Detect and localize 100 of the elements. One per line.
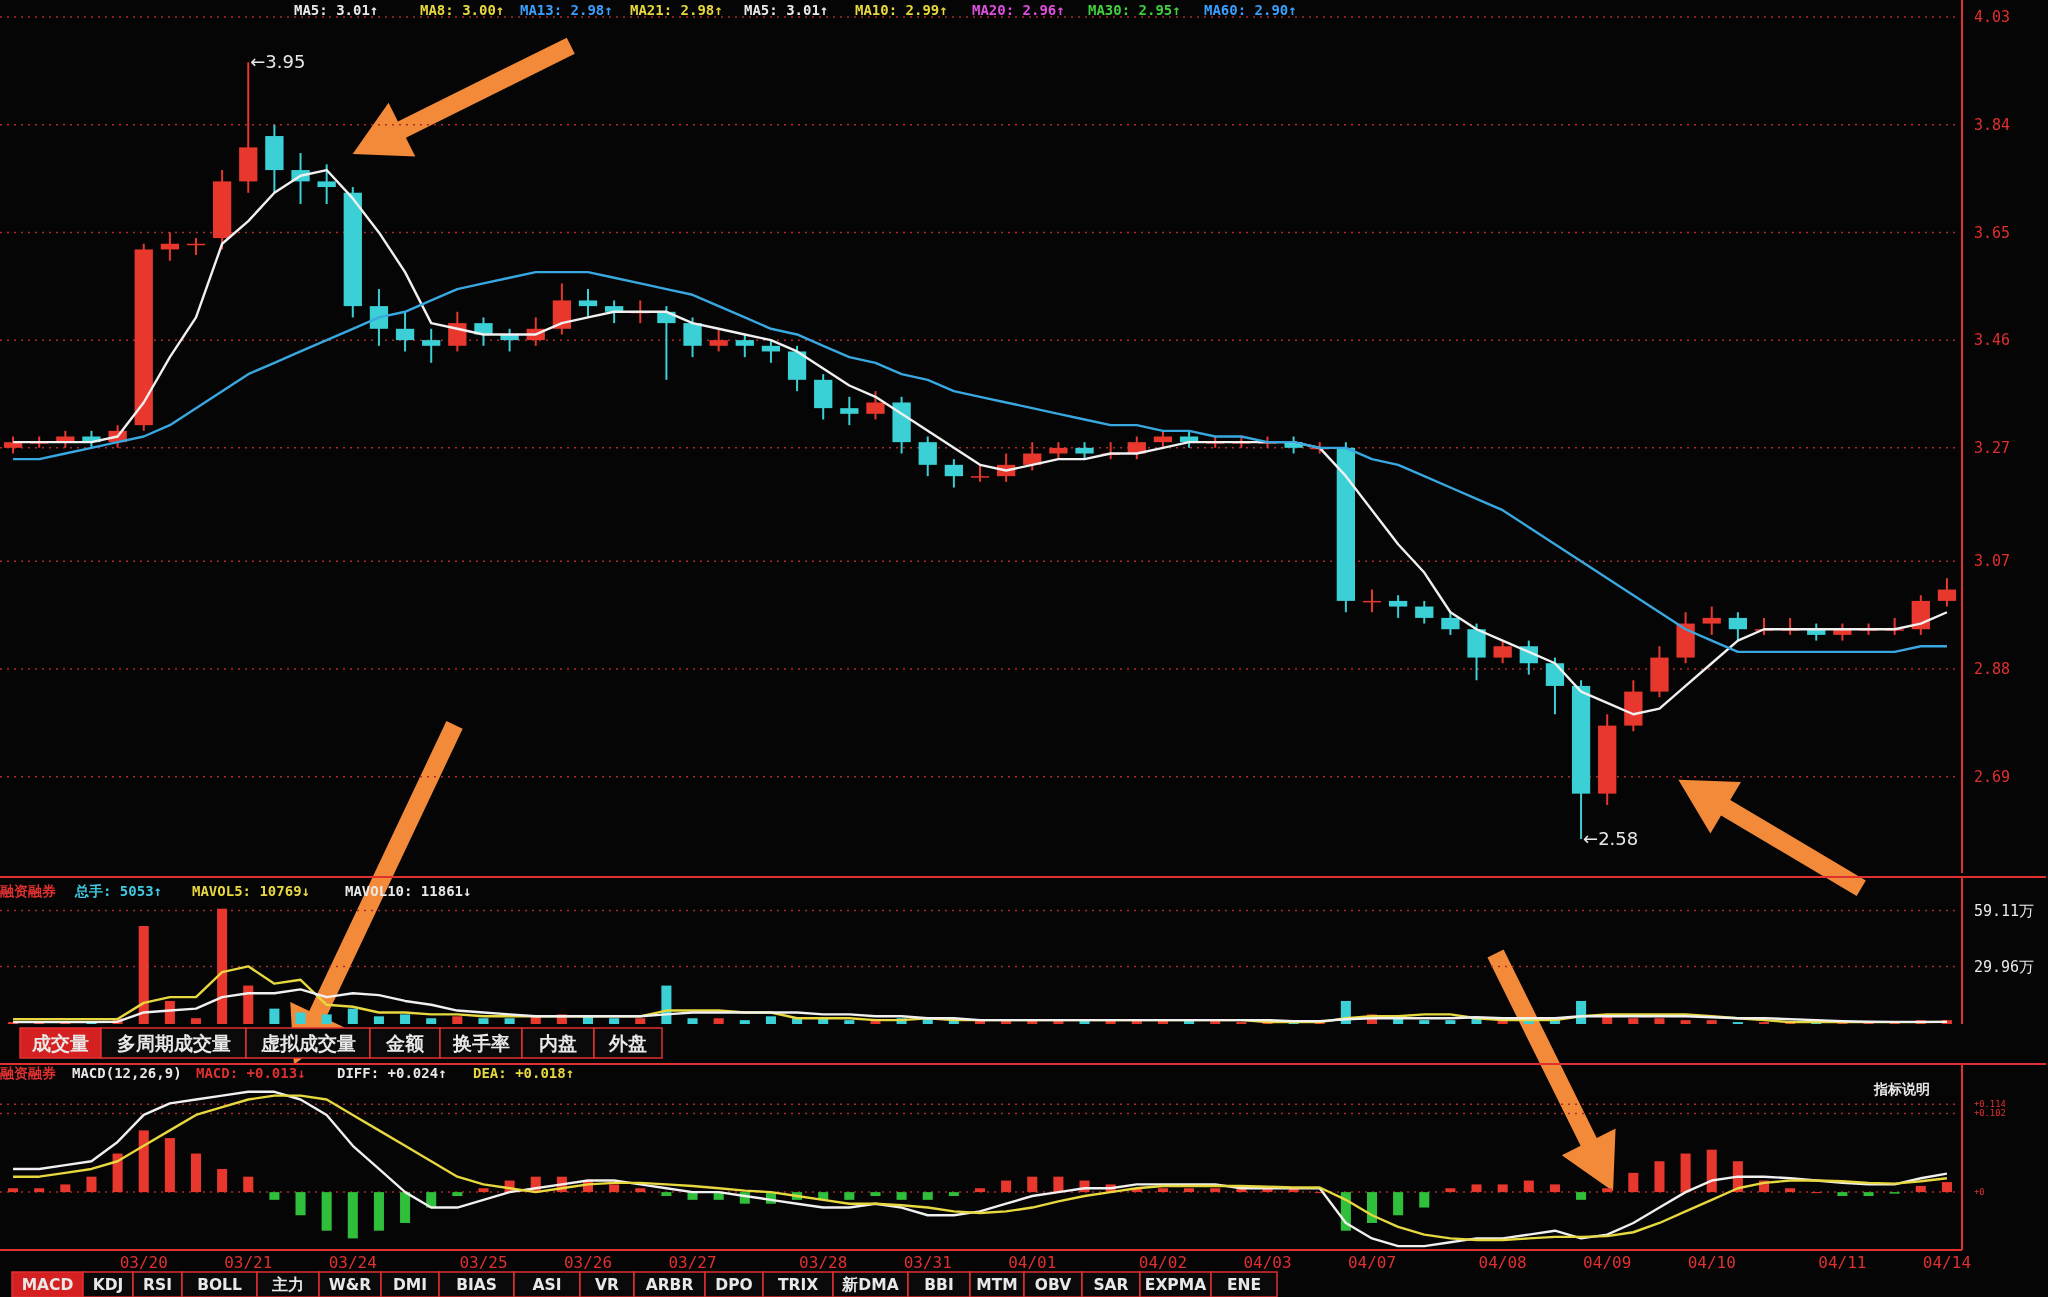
bar: [844, 1020, 855, 1024]
bar: [1027, 1176, 1038, 1193]
line-series: [11, 270, 1949, 654]
candlestick: [317, 163, 336, 206]
candlestick: [395, 310, 415, 353]
annotation: MA8: 3.00↑: [420, 2, 505, 18]
bar: [870, 1192, 881, 1196]
bar: [164, 1138, 175, 1193]
bar: [1053, 1176, 1064, 1193]
bar: [190, 1153, 202, 1193]
text: 虚拟成交量: [259, 1032, 356, 1054]
text: DMI: [392, 1276, 428, 1294]
bar: [922, 1192, 933, 1200]
x-tick-label: 03/21: [224, 1253, 273, 1272]
bar: [896, 1192, 907, 1200]
bar: [1628, 1018, 1639, 1024]
bar: [269, 1192, 280, 1200]
bar: [1445, 1188, 1456, 1193]
bar: [739, 1020, 750, 1024]
text: BIAS: [456, 1276, 497, 1294]
bar: [504, 1018, 515, 1024]
text: OBV: [1034, 1276, 1072, 1294]
candlestick: [1493, 639, 1512, 665]
text: 内盘: [539, 1032, 577, 1054]
bar: [1863, 1192, 1874, 1196]
bar: [844, 1192, 855, 1200]
bar: [452, 1016, 463, 1024]
text: 外盘: [608, 1032, 647, 1054]
bar: [1393, 1192, 1404, 1216]
bar: [1366, 1192, 1378, 1223]
y-tick-label: 3.65: [1974, 223, 2011, 242]
bar: [400, 1192, 411, 1223]
bar: [347, 1008, 358, 1024]
candlestick: [1702, 605, 1721, 636]
annotation: MAVOL5: 10769↓: [192, 883, 311, 899]
x-tick-label: 04/08: [1478, 1253, 1527, 1272]
bar: [347, 1192, 358, 1239]
candlestick: [422, 327, 441, 364]
bar: [373, 1016, 384, 1024]
text: 新DMA: [841, 1276, 899, 1294]
candlestick: [709, 327, 728, 353]
bar: [1706, 1149, 1717, 1193]
bar: [1941, 1182, 1952, 1193]
bar: [1497, 1184, 1508, 1193]
bar: [1680, 1020, 1691, 1024]
bar: [321, 1014, 332, 1024]
bar: [138, 926, 149, 1024]
bar: [86, 1176, 97, 1193]
annotation: MA5: 3.01↑: [294, 2, 379, 18]
annotation: ←2.58: [1583, 827, 1639, 849]
bar: [635, 1188, 646, 1193]
text: MACD: [21, 1276, 74, 1294]
y-tick-label: 3.84: [1974, 115, 2011, 134]
bar: [478, 1018, 489, 1024]
bar: [190, 1018, 202, 1024]
x-tick-label: 04/09: [1583, 1253, 1632, 1272]
bar: [765, 1016, 776, 1024]
bar: [1576, 1192, 1587, 1200]
candlestick: [918, 435, 937, 478]
text: 成交量: [31, 1032, 89, 1054]
annotation: 指标说明: [1873, 1081, 1930, 1097]
annotation: MA10: 2.99↑: [855, 2, 948, 18]
bar: [295, 1192, 306, 1216]
bar: [8, 1188, 19, 1193]
bar: [217, 908, 228, 1024]
line-series: [11, 988, 1949, 1024]
bar: [373, 1192, 384, 1231]
y-tick-label: +0.114: [1974, 1099, 2006, 1110]
bar: [1001, 1180, 1012, 1193]
bar: [1419, 1192, 1430, 1208]
bar: [400, 1014, 411, 1024]
x-tick-label: 03/25: [459, 1253, 508, 1272]
y-tick-label: 29.96万: [1974, 957, 2035, 976]
x-tick-label: 04/11: [1818, 1253, 1867, 1272]
annotation: MA60: 2.90↑: [1204, 2, 1297, 18]
x-tick-label: 03/27: [668, 1253, 717, 1272]
y-tick-label: +0: [1974, 1187, 1985, 1198]
annotation: MA13: 2.98↑: [520, 2, 613, 18]
y-tick-label: 4.03: [1974, 8, 2011, 27]
bar: [1680, 1153, 1691, 1193]
text: 主力: [271, 1275, 304, 1294]
bar: [269, 1008, 280, 1024]
candlestick: [944, 458, 964, 489]
candlestick: [1388, 594, 1408, 619]
annotation: 融资融券: [0, 883, 56, 899]
candlestick: [578, 288, 598, 319]
candlestick: [840, 395, 859, 427]
bar: [1184, 1188, 1195, 1193]
bar: [60, 1184, 71, 1193]
annotation: MA21: 2.98↑: [630, 2, 723, 18]
bar: [1654, 1161, 1665, 1193]
y-tick-label: 3.46: [1974, 331, 2011, 350]
candlestick: [1415, 599, 1434, 625]
bar: [635, 1018, 646, 1024]
text: BBI: [924, 1276, 954, 1294]
bar: [948, 1192, 959, 1196]
annotation: MA20: 2.96↑: [972, 2, 1065, 18]
bar: [112, 1153, 123, 1193]
bar: [1157, 1188, 1168, 1193]
annotation: DEA: +0.018↑: [473, 1065, 575, 1081]
